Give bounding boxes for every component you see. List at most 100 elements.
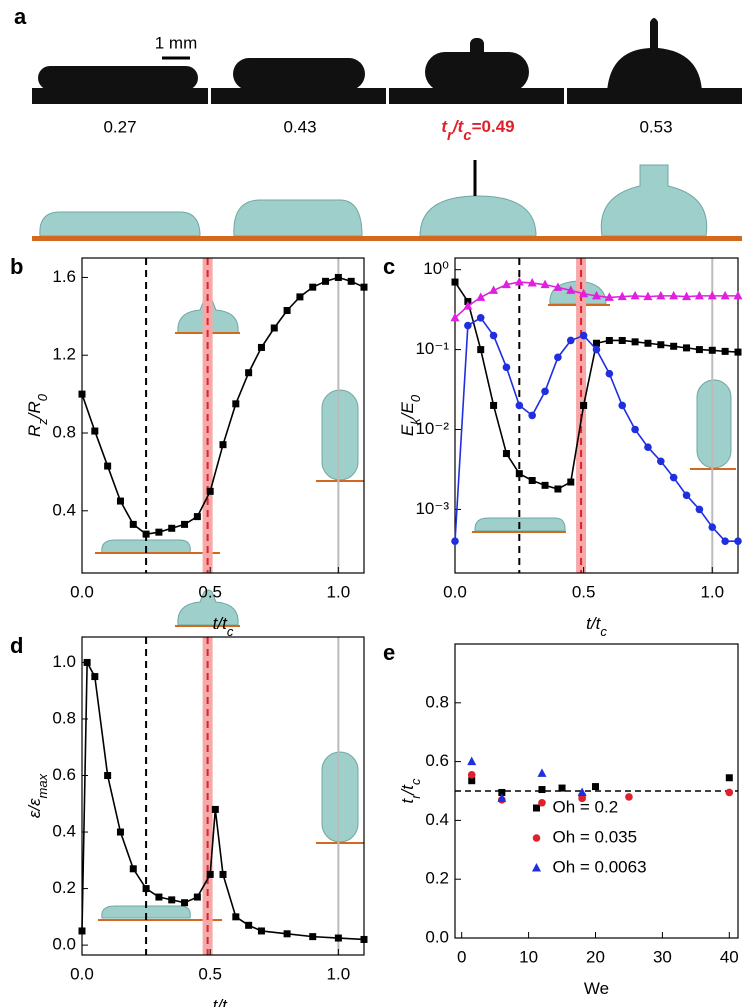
label-part: k bbox=[408, 417, 423, 425]
marker bbox=[591, 783, 599, 791]
marker bbox=[283, 307, 291, 314]
marker bbox=[695, 505, 704, 514]
panel-label: c bbox=[383, 254, 395, 279]
label-part: z bbox=[35, 418, 50, 426]
marker bbox=[721, 537, 729, 546]
marker bbox=[142, 885, 150, 893]
marker bbox=[490, 401, 498, 409]
marker bbox=[567, 478, 575, 486]
label-part: 0 bbox=[408, 394, 423, 402]
plot-frame bbox=[81, 257, 365, 574]
panel-label: a bbox=[14, 4, 27, 29]
marker bbox=[219, 441, 227, 449]
marker bbox=[497, 793, 507, 802]
y-tick-label: 0.8 bbox=[425, 692, 449, 711]
y-tick-label: 0.0 bbox=[425, 927, 449, 946]
marker bbox=[669, 473, 678, 482]
marker bbox=[734, 537, 742, 546]
marker bbox=[527, 278, 537, 287]
y-tick-label: 10⁻³ bbox=[415, 499, 449, 518]
marker bbox=[168, 896, 176, 904]
marker bbox=[360, 935, 368, 943]
marker bbox=[501, 279, 511, 289]
marker bbox=[708, 346, 716, 354]
y-tick-label: 1.0 bbox=[52, 652, 76, 671]
marker bbox=[476, 313, 485, 322]
marker bbox=[554, 485, 562, 493]
marker bbox=[270, 324, 278, 332]
marker bbox=[734, 348, 742, 356]
x-tick-label: 30 bbox=[653, 947, 672, 966]
marker bbox=[78, 927, 86, 935]
marker bbox=[644, 339, 652, 347]
label-part: max bbox=[35, 773, 50, 798]
panel-a-sim bbox=[32, 160, 742, 241]
label-part: c bbox=[227, 624, 234, 639]
marker bbox=[669, 290, 679, 300]
marker bbox=[309, 283, 317, 291]
x-tick-label: 0.0 bbox=[70, 582, 94, 601]
marker bbox=[514, 277, 524, 286]
marker bbox=[558, 784, 566, 792]
marker bbox=[193, 513, 201, 521]
label-part: c bbox=[408, 778, 423, 785]
marker bbox=[538, 798, 546, 807]
insets bbox=[95, 280, 736, 921]
label-part: =0.49 bbox=[472, 117, 515, 136]
marker bbox=[656, 290, 666, 300]
x-tick-label: 0 bbox=[457, 947, 466, 966]
marker bbox=[644, 443, 652, 452]
plot-frame bbox=[454, 257, 739, 574]
marker bbox=[193, 893, 201, 901]
label-part: c bbox=[600, 624, 607, 639]
marker bbox=[257, 927, 265, 935]
marker bbox=[168, 524, 176, 532]
marker bbox=[451, 278, 459, 286]
marker bbox=[502, 363, 511, 372]
marker bbox=[577, 787, 587, 796]
legend-label: Oh = 0.0063 bbox=[553, 857, 647, 876]
label-part: 0 bbox=[35, 393, 50, 401]
y-tick-label: 0.4 bbox=[52, 500, 76, 519]
plot-frame bbox=[454, 643, 739, 939]
marker bbox=[721, 347, 729, 355]
marker bbox=[625, 793, 633, 801]
marker bbox=[537, 768, 547, 777]
x-tick-label: 0.0 bbox=[443, 582, 467, 601]
marker bbox=[155, 528, 163, 536]
marker bbox=[104, 462, 112, 470]
panel-label: e bbox=[383, 640, 395, 665]
marker bbox=[155, 893, 163, 901]
y-tick-label: 0.6 bbox=[52, 765, 76, 784]
marker bbox=[181, 520, 189, 528]
marker bbox=[580, 401, 588, 409]
x-axis-label: t/tc bbox=[213, 614, 234, 638]
label-part: We bbox=[584, 979, 609, 998]
legend-marker bbox=[533, 804, 540, 812]
y-axis-label: ε/εmax bbox=[25, 773, 49, 818]
marker bbox=[464, 321, 472, 330]
label-part: r bbox=[447, 127, 454, 144]
x-axis-label: t/tc bbox=[586, 614, 607, 638]
marker bbox=[618, 336, 626, 344]
marker bbox=[502, 450, 510, 458]
legend-label: Oh = 0.2 bbox=[553, 797, 619, 816]
marker bbox=[592, 290, 601, 300]
marker bbox=[489, 331, 498, 340]
panel-label: b bbox=[10, 254, 23, 279]
marker bbox=[116, 497, 124, 505]
marker bbox=[657, 457, 665, 466]
label-part: ε/ε bbox=[25, 798, 44, 818]
marker bbox=[725, 774, 733, 782]
marker bbox=[498, 788, 506, 796]
marker bbox=[467, 771, 476, 779]
marker bbox=[733, 290, 743, 300]
label-part: E bbox=[398, 424, 417, 436]
marker bbox=[309, 933, 317, 941]
marker bbox=[538, 786, 546, 794]
marker bbox=[707, 290, 717, 300]
y-tick-label: 10⁻¹ bbox=[415, 339, 449, 358]
marker bbox=[211, 805, 219, 813]
panel-label: d bbox=[10, 633, 23, 658]
